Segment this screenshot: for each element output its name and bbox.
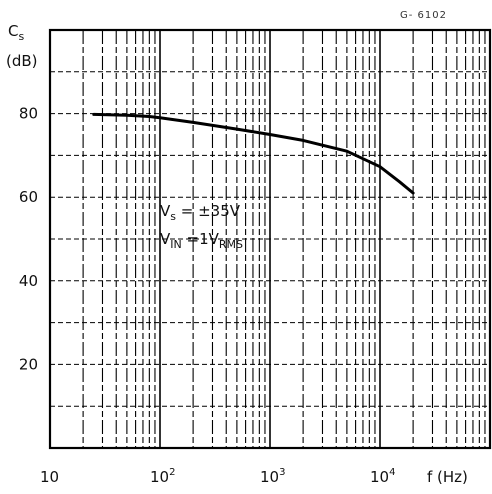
data-line [92,112,415,195]
y-tick-label: 80 [19,105,38,123]
y-tick-label: 60 [19,188,38,206]
figure-code: G- 6102 [400,10,447,21]
annotation-input-voltage: VIN =1VRMS [160,230,243,251]
y-axis-unit: (dB) [6,52,38,70]
y-tick-labels: 20 40 60 80 [19,105,38,374]
x-tick-label: 103 [260,467,285,486]
plot-frame [48,28,492,450]
annotation-supply-voltage: Vs = ±35V [160,202,241,223]
y-axis-title: Cs [8,22,24,43]
x-tick-label: 104 [370,467,395,486]
y-tick-label: 20 [19,355,38,373]
grid [50,30,490,448]
y-tick-label: 40 [19,272,38,290]
x-tick-labels: 10 102 103 104 [40,467,395,486]
x-axis-title: f (Hz) [427,468,468,486]
x-tick-label: 10 [40,468,59,486]
x-tick-label: 102 [150,467,175,486]
